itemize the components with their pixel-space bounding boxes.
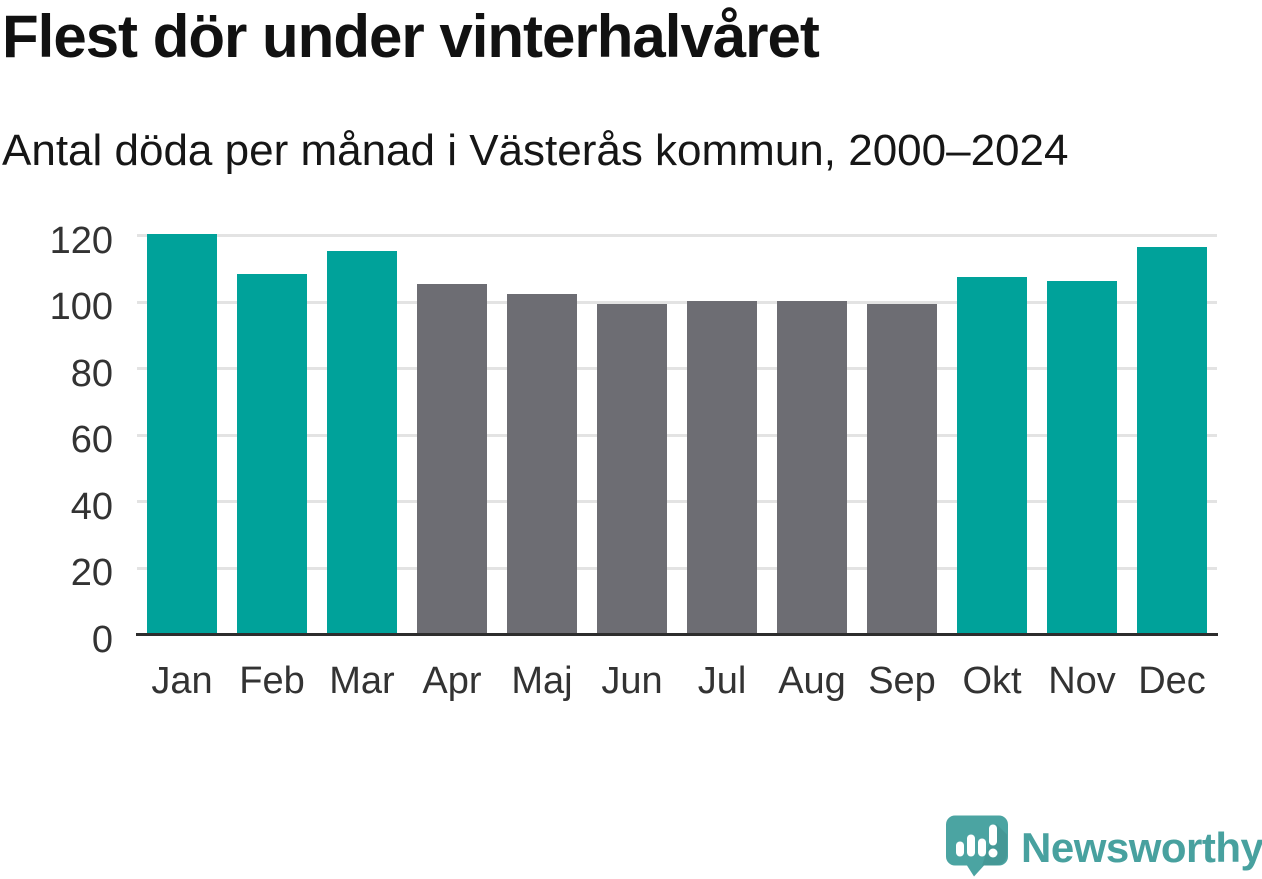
y-axis-tick-label: 80 xyxy=(70,352,113,395)
gridline-40 xyxy=(137,500,1217,503)
bar-jul xyxy=(687,300,757,633)
newsworthy-logo-text: Newsworthy xyxy=(1021,824,1262,871)
gridline-80 xyxy=(137,367,1217,370)
chart-title: Flest dör under vinterhalvåret xyxy=(2,3,820,70)
x-axis-tick-label-jan: Jan xyxy=(151,660,213,702)
y-axis-tick-label: 40 xyxy=(70,485,113,528)
newsworthy-bubble-chart-icon xyxy=(945,814,1009,879)
bar-mar xyxy=(327,250,397,633)
gridline-120 xyxy=(137,234,1217,237)
x-axis-tick-label-okt: Okt xyxy=(962,660,1022,702)
x-axis-tick-label-maj: Maj xyxy=(511,660,573,702)
bar-maj xyxy=(507,293,577,633)
y-axis-tick-label: 100 xyxy=(49,286,113,328)
gridline-20 xyxy=(137,566,1217,570)
bar-sep xyxy=(867,303,937,633)
x-axis-tick-label-feb: Feb xyxy=(239,660,305,702)
x-axis-tick-label-jun: Jun xyxy=(601,660,663,702)
x-axis-tick-label-nov: Nov xyxy=(1048,660,1116,702)
bar-okt xyxy=(957,277,1027,633)
gridline-100 xyxy=(137,300,1217,304)
bar-nov xyxy=(1047,280,1117,633)
x-axis-line xyxy=(136,633,1218,636)
bar-dec xyxy=(1137,247,1207,633)
x-axis-tick-label-apr: Apr xyxy=(422,660,482,702)
gridline-60 xyxy=(137,433,1217,437)
x-axis-tick-label-sep: Sep xyxy=(868,660,936,702)
chart-subtitle: Antal döda per månad i Västerås kommun, … xyxy=(2,126,1069,175)
x-axis-tick-label-aug: Aug xyxy=(778,660,846,702)
bar-feb xyxy=(237,273,307,633)
bar-jun xyxy=(597,303,667,633)
newsworthy-logo: Newsworthy xyxy=(945,814,1262,879)
y-axis-tick-label: 0 xyxy=(91,618,113,661)
bar-jan xyxy=(147,234,217,633)
x-axis-tick-label-mar: Mar xyxy=(329,660,395,702)
bar-aug xyxy=(777,300,847,633)
x-axis-tick-label-dec: Dec xyxy=(1138,660,1206,702)
x-axis-tick-label-jul: Jul xyxy=(697,660,747,702)
bar-apr xyxy=(417,283,487,633)
y-axis-tick-label: 20 xyxy=(70,552,113,594)
y-axis-tick-label: 120 xyxy=(49,219,113,262)
y-axis-tick-label: 60 xyxy=(70,419,113,461)
